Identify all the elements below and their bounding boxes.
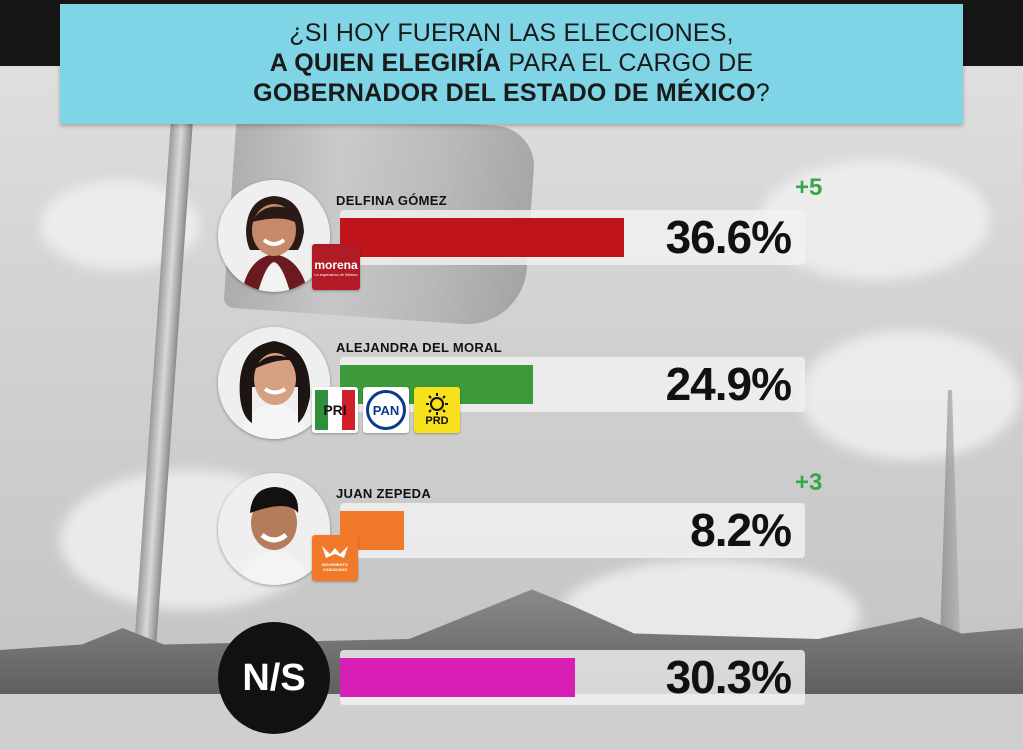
header-line-2-bold: A QUIEN ELEGIRÍA [269, 49, 502, 77]
pri-logo: PRI [312, 387, 358, 433]
candidate-row-juan: +3 JUAN ZEPEDA 8.2% MOVIMIENTO CIUDADANO [0, 463, 1023, 603]
delta-label: +3 [795, 469, 823, 496]
mc-logo: MOVIMIENTO CIUDADANO [312, 535, 358, 581]
bar-track: 24.9% [340, 357, 805, 412]
candidate-name: DELFINA GÓMEZ [336, 193, 448, 208]
ns-badge: N/S [218, 622, 330, 734]
candidate-row-alejandra: ALEJANDRA DEL MORAL 24.9% PRI PAN [0, 317, 1023, 457]
value-label: 8.2% [690, 504, 792, 556]
value-label: 30.3% [665, 651, 792, 703]
prd-logo: PRD [414, 387, 460, 433]
question-header: ¿SI HOY FUERAN LAS ELECCIONES, A QUIEN E… [60, 4, 963, 124]
morena-logo-subtext: La esperanza de México [314, 271, 358, 277]
candidate-name: JUAN ZEPEDA [336, 486, 432, 501]
header-line-3-bold: GOBERNADOR DEL ESTADO DE MÉXICO [253, 79, 756, 107]
header-line-3: GOBERNADOR DEL ESTADO DE MÉXICO? [60, 78, 963, 108]
prd-logo-text: PRD [425, 415, 449, 427]
pan-logo: PAN [363, 387, 409, 433]
morena-logo: morena La esperanza de México [312, 244, 360, 290]
cloud [800, 330, 1020, 460]
mc-eagle-icon [322, 546, 348, 558]
bar-delfina [340, 218, 624, 257]
person-photo-icon [218, 327, 330, 439]
candidate-row-delfina: +5 DELFINA GÓMEZ 36.6% morena La esperan… [0, 170, 1023, 310]
mc-logo-text: MOVIMIENTO CIUDADANO [322, 562, 348, 572]
pan-logo-text: PAN [366, 390, 406, 430]
candidate-name: ALEJANDRA DEL MORAL [336, 340, 503, 355]
bar-ns [340, 658, 575, 697]
bar-track: 8.2% [340, 503, 805, 558]
header-line-1: ¿SI HOY FUERAN LAS ELECCIONES, [289, 19, 734, 47]
delta-label: +5 [795, 174, 823, 201]
pri-logo-text: PRI [323, 402, 347, 418]
value-label: 36.6% [665, 211, 792, 263]
value-label: 24.9% [665, 358, 792, 410]
person-photo-icon [218, 473, 330, 585]
morena-logo-text: morena [314, 257, 358, 272]
prd-sun-icon [426, 393, 448, 415]
candidate-row-ns: 30.3% N/S [0, 610, 1023, 750]
bar-track: 36.6% [340, 210, 805, 265]
person-photo-icon [218, 180, 330, 292]
header-line-2-rest: PARA EL CARGO DE [501, 49, 754, 77]
header-line-2: A QUIEN ELEGIRÍA PARA EL CARGO DE [60, 48, 963, 78]
header-line-3-end: ? [755, 79, 770, 107]
bar-track: 30.3% [340, 650, 805, 705]
